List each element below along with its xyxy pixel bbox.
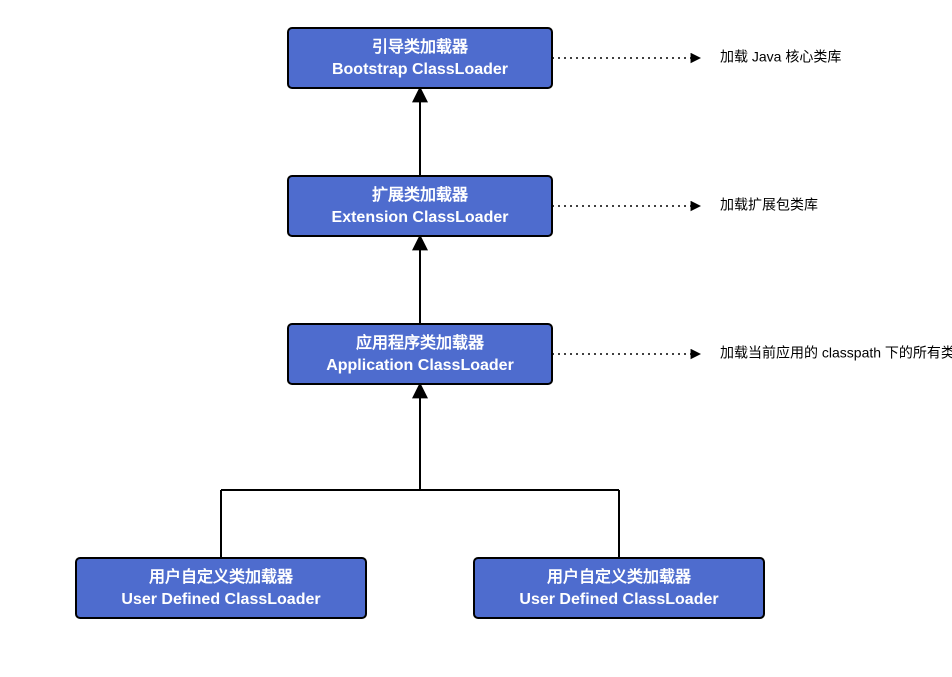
node-application: 应用程序类加载器 Application ClassLoader <box>288 324 552 384</box>
extension_note: 加载扩展包类库 <box>720 197 818 213</box>
node-user2-subtitle: User Defined ClassLoader <box>519 591 718 608</box>
node-bootstrap-title: 引导类加载器 <box>372 37 469 56</box>
node-user1: 用户自定义类加载器 User Defined ClassLoader <box>76 558 366 618</box>
bootstrap_note: 加载 Java 核心类库 <box>720 49 841 65</box>
node-bootstrap-subtitle: Bootstrap ClassLoader <box>332 61 508 78</box>
node-user2-title: 用户自定义类加载器 <box>547 567 692 586</box>
node-user2: 用户自定义类加载器 User Defined ClassLoader <box>474 558 764 618</box>
node-user1-subtitle: User Defined ClassLoader <box>121 591 320 608</box>
node-application-subtitle: Application ClassLoader <box>326 357 514 374</box>
node-bootstrap: 引导类加载器 Bootstrap ClassLoader <box>288 28 552 88</box>
node-application-title: 应用程序类加载器 <box>356 333 485 352</box>
node-extension-title: 扩展类加载器 <box>372 185 469 204</box>
node-user1-title: 用户自定义类加载器 <box>149 567 294 586</box>
classloader-diagram: 引导类加载器 Bootstrap ClassLoader 扩展类加载器 Extensi… <box>0 0 952 677</box>
application_note: 加载当前应用的 classpath 下的所有类 <box>720 345 952 361</box>
node-extension: 扩展类加载器 Extension ClassLoader <box>288 176 552 236</box>
node-extension-subtitle: Extension ClassLoader <box>332 209 509 226</box>
